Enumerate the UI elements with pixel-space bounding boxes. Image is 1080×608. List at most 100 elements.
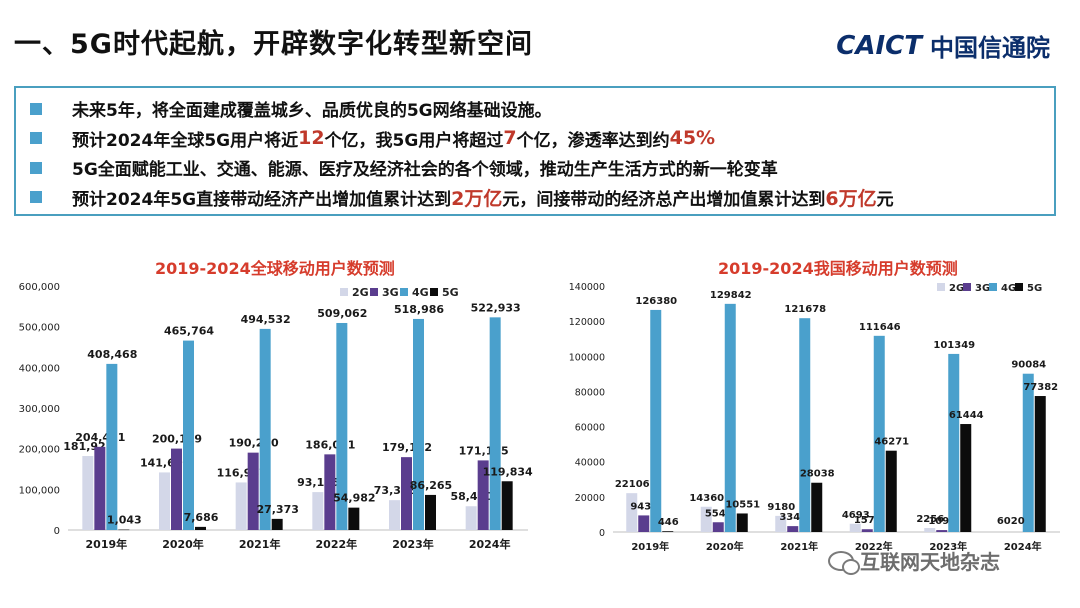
- bar-4G: [413, 318, 424, 530]
- y-tick-label: 100,000: [19, 485, 60, 496]
- data-label: 9439: [630, 501, 658, 512]
- bullet-text: 预计2024年5G直接带动经济产出增加值累计达到: [72, 189, 452, 210]
- bullet-text: 个亿，渗透率达到约: [516, 130, 670, 151]
- data-label: 54,982: [333, 492, 375, 505]
- data-label: 200,169: [152, 433, 202, 446]
- data-label: 1576: [854, 515, 882, 526]
- data-label: 171,135: [459, 444, 509, 457]
- bullet-item: 预计2024年全球5G用户将近 12 个亿，我5G用户将超过 7 个亿，渗透率达到约 45…: [30, 124, 1044, 154]
- bullet-item: 预计2024年5G直接带动经济产出增加值累计达到 2万亿 元，间接带动的经济总产出增…: [30, 183, 1044, 213]
- bar-4G: [106, 363, 118, 530]
- data-label: 509,062: [317, 307, 367, 320]
- data-label: 22106: [615, 479, 650, 490]
- bar-2G: [849, 523, 861, 532]
- bar-5G: [960, 424, 972, 532]
- y-tick-label: 120000: [569, 317, 605, 328]
- bar-4G: [489, 317, 501, 530]
- legend-label: 3G: [382, 286, 399, 299]
- bullet-square-icon: [30, 161, 42, 174]
- y-tick-label: 600,000: [19, 282, 60, 293]
- y-tick-label: 0: [599, 528, 605, 539]
- data-label: 90084: [1011, 360, 1046, 371]
- data-label: 204,491: [75, 431, 125, 444]
- bar-3G: [401, 457, 412, 530]
- data-label: 126380: [635, 296, 677, 307]
- x-category-label: 2019年: [86, 537, 128, 551]
- x-category-label: 2023年: [929, 540, 967, 553]
- bar-3G: [324, 454, 336, 530]
- bar-3G: [638, 515, 650, 532]
- x-category-label: 2019年: [631, 540, 669, 553]
- bar-5G: [195, 526, 206, 530]
- bar-2G: [389, 500, 400, 530]
- data-label: 121678: [784, 304, 826, 315]
- data-label: 3342: [779, 512, 807, 523]
- legend-label: 2G: [949, 283, 964, 294]
- data-label: 518,986: [394, 303, 444, 316]
- x-category-label: 2020年: [162, 537, 204, 551]
- data-label: 1097: [928, 516, 956, 527]
- y-tick-label: 20000: [575, 493, 605, 504]
- legend-label: 4G: [1001, 283, 1016, 294]
- caict-logo: CAICT 中国信通院: [836, 28, 1050, 63]
- data-label: 1,043: [107, 514, 142, 527]
- logo-en: CAICT: [836, 30, 922, 61]
- bar-2G: [82, 456, 94, 530]
- bullet-text: 5G全面赋能工业、交通、能源、医疗及经济社会的各个领域，推动生产生活方式的新一轮…: [72, 160, 778, 181]
- legend-swatch: [963, 283, 971, 291]
- y-tick-label: 300,000: [19, 404, 60, 415]
- bar-4G: [336, 322, 348, 530]
- y-tick-label: 140000: [569, 282, 605, 293]
- x-category-label: 2020年: [706, 540, 744, 553]
- highlight-text: 2万亿: [451, 187, 503, 210]
- bar-2G: [700, 506, 712, 532]
- y-tick-label: 0: [54, 526, 60, 537]
- bar-4G: [948, 353, 960, 532]
- bar-2G: [775, 515, 787, 532]
- bar-4G: [799, 318, 811, 532]
- bar-4G: [650, 309, 662, 532]
- bar-3G: [247, 452, 259, 530]
- x-category-label: 2021年: [239, 537, 281, 551]
- legend-label: 5G: [1027, 283, 1042, 294]
- legend-swatch: [937, 283, 945, 291]
- data-label: 446: [658, 517, 679, 528]
- legend-swatch: [989, 283, 997, 291]
- legend-label: 2G: [352, 286, 369, 299]
- data-label: 111646: [859, 322, 901, 333]
- bar-2G: [235, 482, 247, 530]
- chart-global-users: 0 100,000 200,000 300,000 400,000 500,000 600,…: [19, 282, 533, 551]
- bar-3G: [712, 522, 724, 532]
- data-label: 5546: [705, 508, 733, 519]
- data-label: 141,610: [140, 456, 190, 469]
- bar-5G: [118, 529, 130, 531]
- bullet-text: 元，间接带动的经济总产出增加值累计达到: [502, 189, 826, 210]
- data-label: 494,532: [241, 313, 291, 326]
- x-category-label: 2022年: [855, 540, 893, 553]
- y-tick-label: 80000: [575, 387, 605, 398]
- data-label: 10551: [725, 499, 760, 510]
- data-label: 408,468: [87, 348, 137, 361]
- highlight-text: 12: [298, 127, 325, 150]
- y-tick-label: 500,000: [19, 323, 60, 334]
- y-tick-label: 400,000: [19, 363, 60, 374]
- data-label: 186,011: [305, 438, 355, 451]
- bar-5G: [662, 531, 674, 532]
- bar-3G: [477, 460, 489, 530]
- data-label: 28038: [800, 469, 835, 480]
- bar-5G: [501, 481, 513, 530]
- data-label: 116,947: [217, 466, 267, 479]
- data-label: 465,764: [164, 325, 214, 338]
- data-label: 129842: [710, 290, 752, 301]
- chart-china-users: 0 20000 40000 60000 80000 100000 120000 140000 2…: [569, 282, 1060, 553]
- data-label: 77382: [1023, 382, 1058, 393]
- legend-label: 3G: [975, 283, 990, 294]
- x-category-label: 2021年: [780, 540, 818, 553]
- data-label: 119,834: [483, 465, 533, 478]
- highlight-text: 7: [503, 127, 517, 150]
- bar-4G: [259, 328, 271, 530]
- watermark: 互联网天地杂志: [828, 546, 1000, 575]
- y-tick-label: 100000: [569, 352, 605, 363]
- chart-title-china: 2019-2024我国移动用户数预测: [718, 259, 958, 278]
- data-label: 46271: [874, 437, 909, 448]
